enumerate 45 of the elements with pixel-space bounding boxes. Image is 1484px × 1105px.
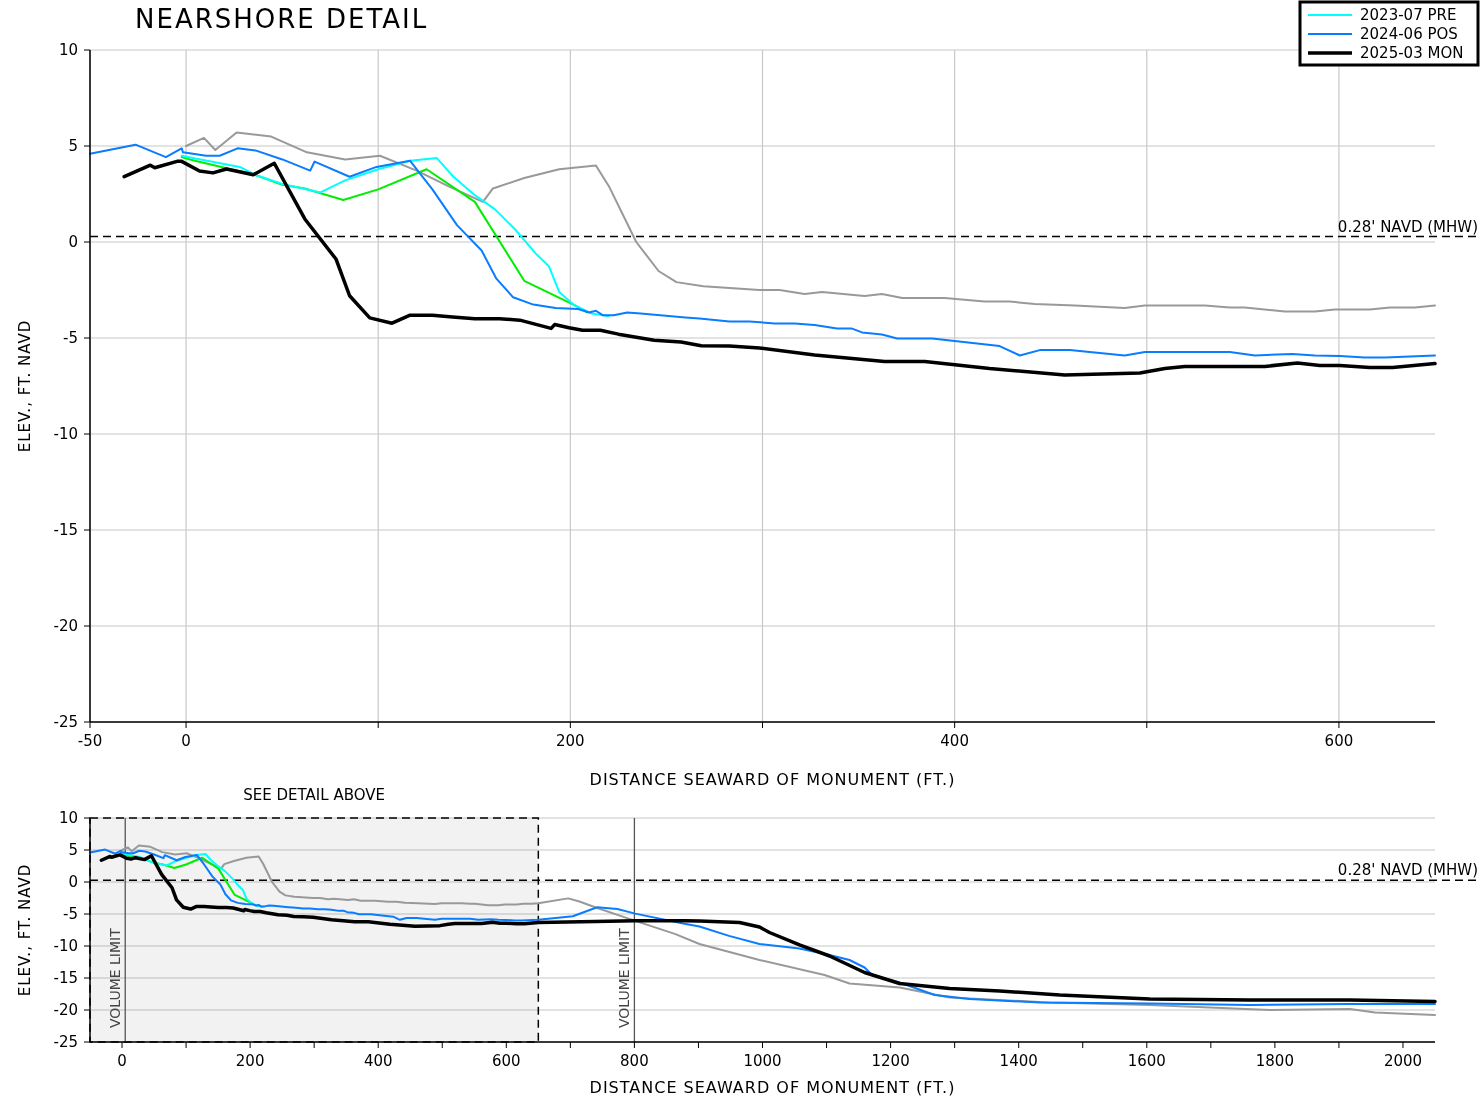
y-tick-label: -15 [53,968,78,987]
x-tick-label: 1400 [999,1052,1038,1070]
x-tick-label: 600 [491,1052,521,1070]
y-axis-title: ELEV., FT. NAVD [16,319,34,453]
x-tick-label: 1600 [1127,1052,1166,1070]
chart-title: NEARSHORE DETAIL [135,3,429,34]
x-tick-label: 400 [940,732,969,750]
y-axis-title: ELEV., FT. NAVD [16,863,34,997]
y-tick-label: -5 [63,328,78,347]
x-tick-label: 1800 [1255,1052,1294,1070]
ref-line-label: VOLUME LIMIT [107,927,124,1028]
y-tick-label: -10 [53,424,78,443]
y-tick-label: 5 [68,840,78,859]
legend-label: 2025-03 MON [1360,43,1464,62]
y-tick-label: 0 [68,872,78,891]
legend-label: 2024-06 POS [1360,24,1458,43]
x-tick-label: 600 [1324,732,1354,750]
y-tick-label: -10 [53,936,78,955]
x-tick-label: 200 [556,732,585,750]
x-tick-label: 1200 [871,1052,910,1070]
y-tick-label: 10 [58,40,78,59]
ref-line-label: 0.28' NAVD (MHW) [1337,217,1478,236]
x-tick-label: 1000 [743,1052,782,1070]
y-tick-label: -20 [53,616,78,635]
legend-label: 2023-07 PRE [1360,5,1457,24]
ref-line-label: 0.28' NAVD (MHW) [1337,861,1478,880]
x-axis-title: DISTANCE SEAWARD OF MONUMENT (FT.) [589,1078,956,1097]
y-tick-label: 0 [68,232,78,251]
band-label: SEE DETAIL ABOVE [243,786,385,804]
y-tick-label: 5 [68,136,78,155]
y-tick-label: -5 [63,904,78,923]
ref-line-label: VOLUME LIMIT [616,927,633,1028]
x-tick-label: 400 [363,1052,393,1070]
x-tick-label: 800 [620,1052,649,1070]
x-tick-label: 2000 [1383,1052,1423,1070]
y-tick-label: -15 [53,520,78,539]
x-axis-title: DISTANCE SEAWARD OF MONUMENT (FT.) [589,770,956,789]
x-tick-label: 0 [117,1052,127,1070]
x-tick-label: 200 [235,1052,265,1070]
y-tick-label: -25 [53,1032,78,1051]
x-tick-label: -50 [77,732,103,750]
x-tick-label: 0 [181,732,191,750]
y-tick-label: -20 [53,1000,78,1019]
y-tick-label: -25 [53,712,78,731]
y-tick-label: 10 [58,808,78,827]
